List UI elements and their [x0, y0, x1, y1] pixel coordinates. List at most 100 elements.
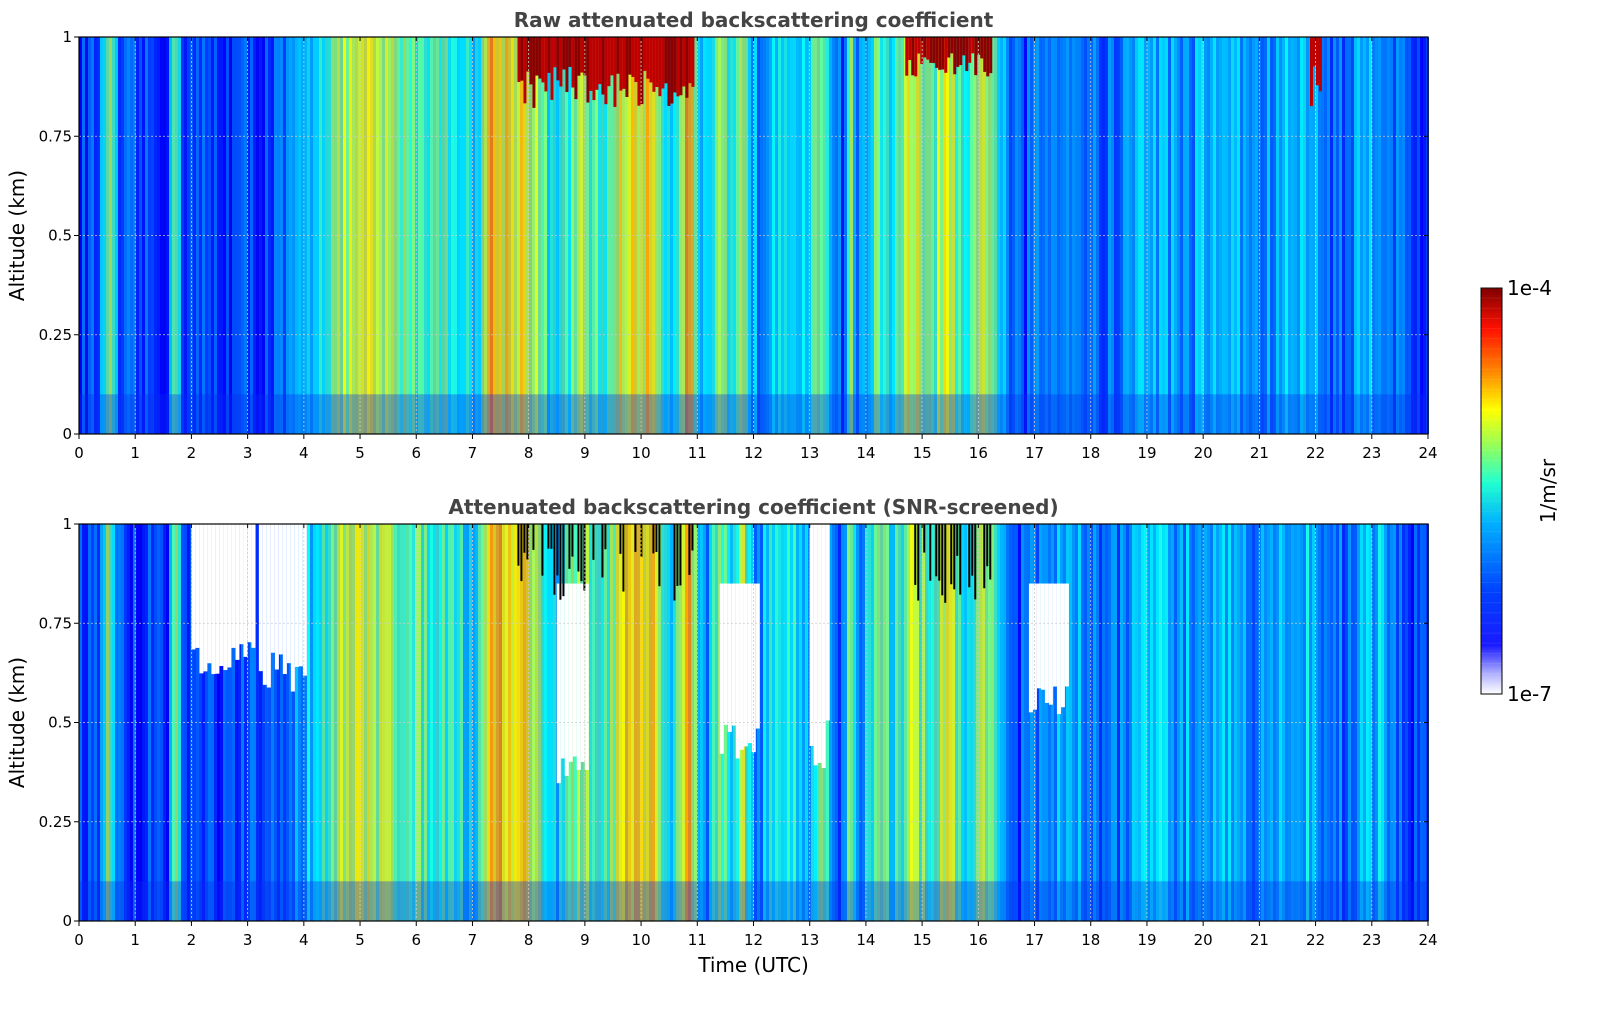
heatmap-column [88, 37, 91, 434]
masked-region [719, 583, 724, 754]
heatmap-column [205, 37, 208, 434]
heatmap-column [760, 37, 763, 434]
heatmap-column [1132, 37, 1135, 434]
masked-region [568, 583, 573, 762]
saturated-signal [517, 524, 520, 566]
heatmap-column [1213, 37, 1216, 434]
cloud-feature [944, 37, 948, 73]
heatmap-column [1420, 37, 1423, 434]
heatmap-column [493, 524, 496, 921]
x-tick-label: 21 [1250, 444, 1269, 462]
heatmap-column [1261, 37, 1264, 434]
heatmap-column [304, 37, 307, 434]
heatmap-column [472, 524, 475, 921]
x-tick-label: 16 [969, 444, 988, 462]
cloud-feature [595, 37, 599, 90]
heatmap-column [685, 524, 688, 921]
heatmap-column [1381, 524, 1384, 921]
heatmap-column [1129, 524, 1132, 921]
heatmap-column [1024, 37, 1027, 434]
heatmap-column [1144, 37, 1147, 434]
cloud-feature [959, 37, 963, 66]
heatmap-column [1312, 37, 1315, 434]
heatmap-column [1192, 37, 1195, 434]
heatmap-column [1009, 524, 1012, 921]
cloud-feature [682, 37, 686, 87]
heatmap-column [832, 37, 835, 434]
colorbar-max-label: 1e-4 [1507, 276, 1552, 300]
heatmap-column [712, 37, 715, 434]
heatmap-column [868, 524, 871, 921]
heatmap-column [1096, 37, 1099, 434]
heatmap-column [280, 37, 283, 434]
heatmap-column [1012, 524, 1015, 921]
heatmap-column [313, 524, 316, 921]
masked-region [821, 524, 826, 768]
heatmap-column [256, 524, 259, 921]
saturated-signal [526, 524, 529, 560]
heatmap-column [1060, 524, 1063, 921]
heatmap-column [385, 37, 388, 434]
cloud-feature [532, 37, 536, 108]
heatmap-column [1405, 524, 1408, 921]
heatmap-column [517, 37, 520, 434]
heatmap-column [793, 524, 796, 921]
masked-region [1032, 583, 1037, 710]
heatmap-column [952, 37, 955, 434]
heatmap-column [745, 37, 748, 434]
heatmap-column [697, 524, 700, 921]
cloud-feature [983, 37, 987, 72]
cloud-feature [625, 37, 629, 98]
heatmap-column [1372, 524, 1375, 921]
masked-region [1056, 583, 1061, 715]
heatmap-column [1153, 37, 1156, 434]
heatmap-column [337, 37, 340, 434]
heatmap-column [220, 524, 223, 921]
heatmap-column [1033, 37, 1036, 434]
heatmap-column [568, 37, 571, 434]
x-tick-label: 13 [800, 931, 819, 949]
heatmap-column [1141, 37, 1144, 434]
x-tick-label: 18 [1081, 931, 1100, 949]
heatmap-column [772, 37, 775, 434]
heatmap-column [661, 524, 664, 921]
heatmap-column [544, 37, 547, 434]
masked-region [817, 524, 822, 763]
heatmap-column [781, 524, 784, 921]
heatmap-column [136, 524, 139, 921]
heatmap-column [1141, 524, 1144, 921]
x-tick-label: 2 [187, 444, 197, 462]
heatmap-column [1417, 524, 1420, 921]
heatmap-column [301, 37, 304, 434]
masked-region [735, 583, 740, 759]
masked-region [825, 524, 830, 721]
heatmap-column [856, 37, 859, 434]
cloud-feature [953, 37, 957, 75]
heatmap-column [88, 524, 91, 921]
x-tick-label: 0 [74, 931, 84, 949]
heatmap-column [640, 524, 643, 921]
heatmap-column [232, 37, 235, 434]
heatmap-column [364, 524, 367, 921]
heatmap-column [229, 37, 232, 434]
heatmap-column [532, 524, 535, 921]
cloud-feature [667, 37, 671, 106]
cloud-feature [691, 37, 695, 87]
colorbar-min-label: 1e-7 [1507, 682, 1552, 706]
heatmap-column [1072, 37, 1075, 434]
heatmap-column [1117, 524, 1120, 921]
heatmap-column [1348, 524, 1351, 921]
saturated-signal [917, 524, 920, 601]
heatmap-column [565, 37, 568, 434]
heatmap-column [400, 37, 403, 434]
heatmap-column [592, 524, 595, 921]
x-tick-label: 20 [1194, 444, 1213, 462]
heatmap-column [496, 524, 499, 921]
heatmap-column [1048, 37, 1051, 434]
heatmap-column [169, 524, 172, 921]
heatmap-column [193, 37, 196, 434]
cloud-feature [553, 37, 557, 68]
masked-region [564, 583, 569, 776]
heatmap-column [481, 37, 484, 434]
heatmap-column [385, 524, 388, 921]
